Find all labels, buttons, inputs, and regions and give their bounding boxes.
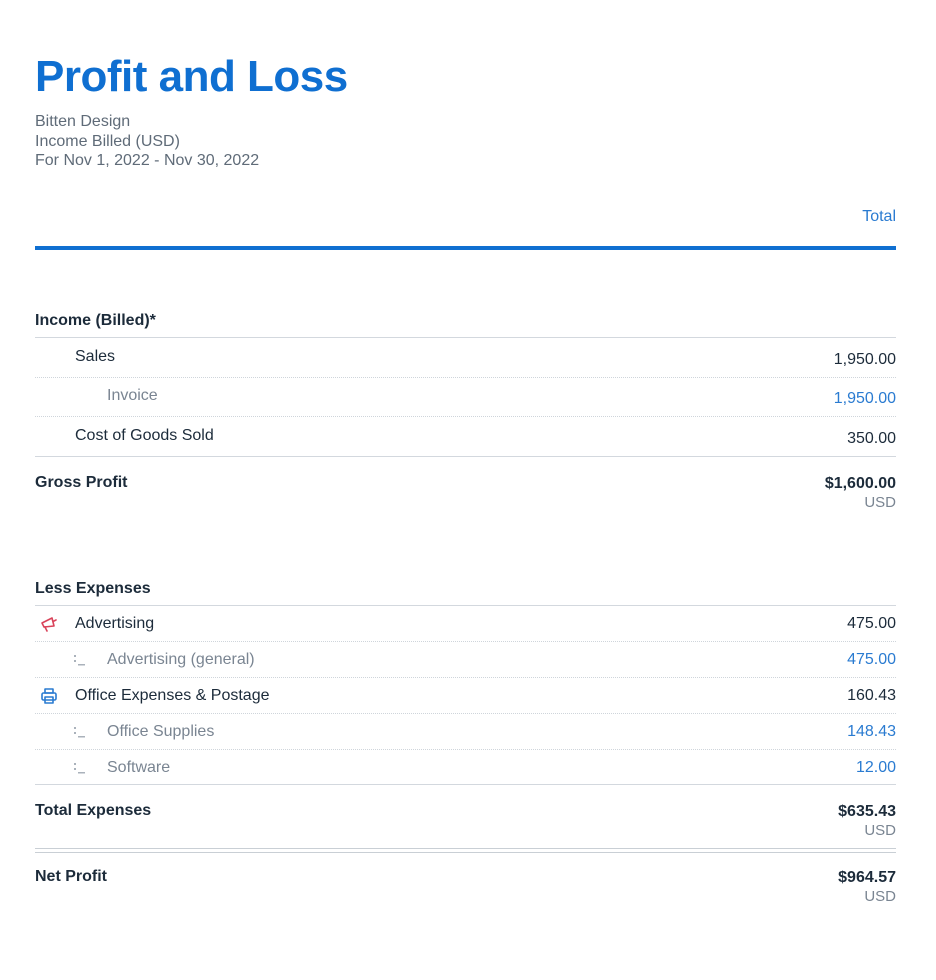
office-supplies-value-link[interactable]: 148.43 [847,723,896,740]
sales-value: 1,950.00 [833,351,896,368]
subcategory-icon [74,655,85,666]
divider [35,605,896,606]
cogs-label: Cost of Goods Sold [75,427,214,444]
company-name: Bitten Design [35,113,131,130]
software-label: Software [107,759,171,776]
page-title: Profit and Loss [35,52,348,101]
advertising-general-label: Advertising (general) [107,651,255,668]
gross-profit-label: Gross Profit [35,474,128,491]
total-expenses-total: $635.43 USD [838,802,896,840]
divider [35,377,896,378]
subcategory-icon [74,763,85,774]
sales-label: Sales [75,348,116,365]
total-column-header: Total [862,208,896,225]
net-profit-total: $964.57 USD [838,868,896,906]
header-divider [35,246,896,250]
double-divider [35,848,896,853]
advertising-value: 475.00 [847,615,896,632]
office-expenses-label: Office Expenses & Postage [75,687,270,704]
net-profit-currency: USD [864,888,896,905]
cogs-value: 350.00 [847,430,896,447]
divider [35,677,896,678]
report-basis: Income Billed (USD) [35,132,180,150]
divider [35,641,896,642]
total-expenses-value: $635.43 [838,803,896,820]
megaphone-icon [41,617,57,632]
software-value-link[interactable]: 12.00 [855,759,896,776]
report-meta: Bitten Design Income Billed (USD) For No… [35,112,259,171]
invoice-label: Invoice [107,387,158,404]
advertising-label: Advertising [75,615,155,632]
report-page: Profit and Loss Bitten Design Income Bil… [35,0,896,980]
office-expenses-value: 160.43 [847,687,896,704]
gross-profit-total: $1,600.00 USD [825,474,896,512]
income-section-title: Income (Billed)* [35,312,156,329]
divider [35,416,896,417]
divider [35,337,896,338]
total-expenses-currency: USD [864,822,896,839]
net-profit-value: $964.57 [838,869,896,886]
advertising-general-value-link[interactable]: 475.00 [847,651,896,668]
total-expenses-label: Total Expenses [35,802,152,819]
gross-profit-currency: USD [864,494,896,511]
divider [35,713,896,714]
net-profit-label: Net Profit [35,868,107,885]
printer-icon [41,688,57,704]
invoice-value-link[interactable]: 1,950.00 [833,390,896,407]
report-period: For Nov 1, 2022 - Nov 30, 2022 [35,152,260,169]
gross-profit-value: $1,600.00 [824,475,896,492]
office-supplies-label: Office Supplies [107,723,215,740]
divider [35,456,896,457]
divider [35,749,896,750]
divider [35,784,896,785]
expenses-section-title: Less Expenses [35,580,151,597]
subcategory-icon [74,727,85,738]
